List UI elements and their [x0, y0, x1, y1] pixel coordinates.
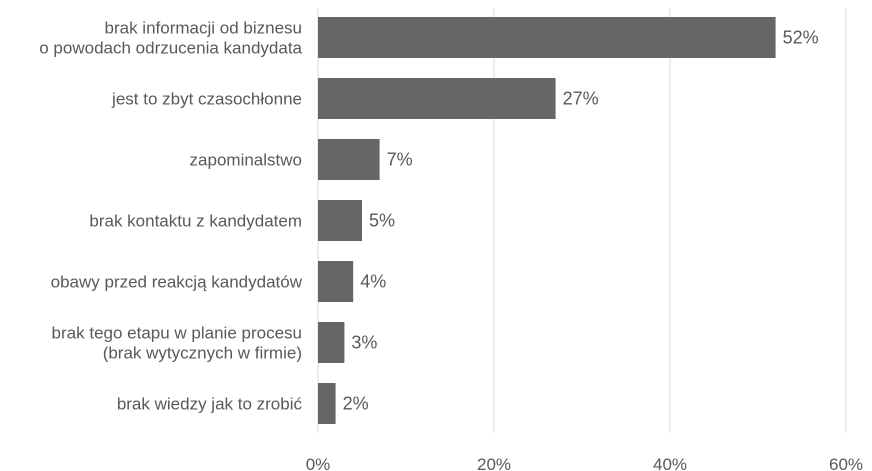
bar: [318, 139, 380, 180]
bar: [318, 261, 354, 302]
bar: [318, 78, 556, 119]
category-label: brak kontaktu z kandydatem: [89, 212, 302, 231]
category-label: zapominalstwo: [190, 151, 302, 170]
data-label: 27%: [563, 89, 599, 109]
x-tick-label: 0%: [306, 455, 331, 471]
x-tick-label: 40%: [653, 455, 687, 471]
data-label: 3%: [351, 333, 377, 353]
category-label-line: obawy przed reakcją kandydatów: [51, 273, 303, 292]
x-tick-label: 20%: [477, 455, 511, 471]
data-label: 2%: [343, 394, 369, 414]
category-labels: brak informacji od biznesu o powodach odr…: [39, 19, 302, 414]
category-label: brak tego etapu w planie procesu (brak wy…: [52, 324, 302, 363]
category-label-line: (brak wytycznych w firmie): [103, 344, 302, 363]
category-label: jest to zbyt czasochłonne: [111, 90, 302, 109]
bar: [318, 383, 336, 424]
category-label-line: o powodach odrzucenia kandydata: [39, 39, 302, 58]
bar: [318, 17, 776, 58]
category-label: brak informacji od biznesu o powodach odr…: [39, 19, 302, 58]
x-tick-label: 60%: [829, 455, 863, 471]
category-label-line: brak kontaktu z kandydatem: [89, 212, 302, 231]
category-label-line: brak informacji od biznesu: [105, 19, 302, 38]
category-label-line: zapominalstwo: [190, 151, 302, 170]
gridlines: [317, 8, 847, 433]
bar: [318, 322, 345, 363]
data-label: 7%: [387, 150, 413, 170]
data-label: 5%: [369, 211, 395, 231]
data-label: 52%: [783, 28, 819, 48]
category-label-line: brak wiedzy jak to zrobić: [117, 395, 303, 414]
bars: [318, 17, 776, 424]
bar: [318, 200, 362, 241]
data-labels: 52% 27% 7% 5% 4% 3% 2%: [343, 28, 819, 414]
category-label-line: jest to zbyt czasochłonne: [111, 90, 302, 109]
x-axis-tick-labels: 0% 20% 40% 60%: [306, 455, 863, 471]
category-label: obawy przed reakcją kandydatów: [51, 273, 303, 292]
category-label: brak wiedzy jak to zrobić: [117, 395, 303, 414]
data-label: 4%: [360, 272, 386, 292]
category-label-line: brak tego etapu w planie procesu: [52, 324, 302, 343]
